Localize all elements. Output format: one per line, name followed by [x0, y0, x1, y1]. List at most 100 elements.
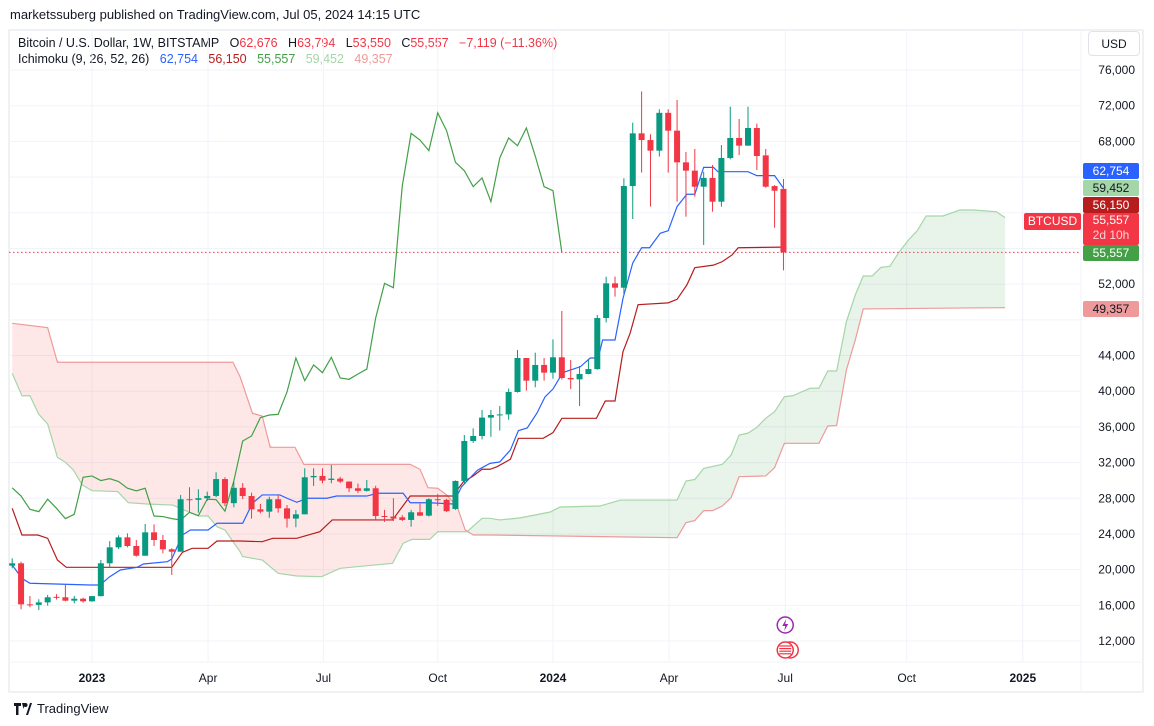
candle-body: [346, 481, 353, 489]
cloud-segment: [610, 501, 616, 537]
candle-body: [771, 186, 778, 191]
candle-body: [159, 540, 166, 550]
tradingview-logo-icon: [14, 702, 32, 715]
cloud-segment: [934, 215, 939, 309]
candle-body: [541, 364, 548, 373]
candle-body: [629, 133, 636, 186]
cloud-segment: [739, 434, 744, 477]
candle-body: [35, 602, 42, 605]
cloud-segment: [260, 415, 265, 563]
candle-body: [80, 598, 87, 602]
close-label: C: [401, 36, 411, 50]
cloud-segment: [318, 464, 323, 577]
cloud-segment: [552, 508, 558, 536]
candle-body: [177, 499, 184, 552]
cloud-segment: [136, 362, 141, 504]
cloud-segment: [677, 490, 682, 538]
last-price-label: 55,557 2d 10h: [1083, 213, 1139, 245]
x-tick-label: Apr: [660, 671, 679, 685]
cloud-segment: [654, 500, 660, 538]
cloud-segment: [87, 362, 92, 491]
cloud-segment: [229, 362, 234, 543]
y-tick-label: 20,000: [1098, 563, 1135, 577]
cloud-segment: [650, 500, 655, 538]
tenkan-value: 62,754: [159, 52, 198, 66]
cloud-segment: [535, 514, 540, 536]
cloud-segment: [801, 390, 806, 444]
cloud-segment: [145, 362, 150, 505]
cloud-segment: [521, 516, 527, 536]
cloud-segment: [787, 395, 793, 444]
us-flag-icon: [776, 641, 794, 659]
cloud-segment: [167, 362, 172, 505]
candle-body: [115, 537, 122, 548]
candle-body: [213, 479, 220, 496]
cloud-segment: [623, 500, 629, 537]
cloud-segment: [366, 464, 372, 566]
cloud-segment: [105, 362, 110, 492]
cloud-segment: [792, 394, 797, 444]
candle-body: [9, 563, 16, 566]
cloud-segment: [823, 371, 828, 435]
cloud-segment: [699, 468, 704, 516]
cloud-segment: [646, 500, 651, 538]
candle-body: [567, 377, 574, 380]
candle-body: [452, 480, 459, 509]
cloud-segment: [982, 210, 988, 308]
y-tick-label: 40,000: [1098, 384, 1135, 398]
candle-body: [97, 563, 104, 597]
cloud-segment: [189, 362, 194, 515]
cloud-segment: [154, 362, 159, 505]
tenkan-price-label: 62,754: [1083, 163, 1139, 179]
cloud-segment: [207, 362, 212, 521]
cloud-segment: [592, 506, 598, 537]
x-tick-label: 2024: [540, 671, 567, 685]
span-b-value: 49,357: [354, 52, 393, 66]
cloud-segment: [202, 362, 208, 517]
cloud-segment: [406, 464, 412, 542]
cloud-segment: [109, 362, 115, 492]
cloud-segment: [947, 212, 952, 309]
cloud-segment: [233, 364, 239, 550]
x-tick-label: Apr: [199, 671, 218, 685]
cloud-segment: [176, 362, 181, 509]
open-label: O: [229, 36, 240, 50]
cloud-segment: [83, 362, 88, 489]
cloud-segment: [437, 488, 443, 532]
cloud-segment: [925, 215, 930, 309]
cloud-segment: [730, 446, 735, 499]
axes: 2023 Apr Jul Oct 2024 Apr Jul Oct 2025 76,000 72,0…: [79, 63, 1136, 685]
candle-body: [204, 495, 211, 499]
cloud-segment: [566, 506, 571, 537]
cloud-segment: [575, 506, 580, 537]
cloud-segment: [632, 500, 638, 538]
cloud-segment: [668, 500, 673, 538]
footer-brand[interactable]: TradingView: [14, 701, 109, 716]
candle-body: [221, 479, 228, 504]
symbol-name[interactable]: Bitcoin / U.S. Dollar, 1W, BITSTAMP: [18, 36, 220, 50]
cloud-segment: [544, 512, 549, 536]
candle-body: [505, 391, 512, 415]
cloud-segment: [357, 464, 363, 567]
candle-body: [647, 140, 654, 151]
indicator-name[interactable]: Ichimoku (9, 26, 52, 26): [18, 52, 150, 66]
candle-body: [691, 170, 698, 187]
candle-body: [620, 185, 627, 288]
candle-body: [594, 318, 601, 370]
candle-body: [532, 364, 539, 381]
candle-body: [275, 499, 282, 509]
candle-body: [363, 488, 370, 491]
cloud-segment: [694, 473, 700, 521]
y-tick-label: 76,000: [1098, 63, 1135, 77]
cloud-segment: [251, 410, 256, 559]
span-b-price-label: 49,357: [1083, 301, 1139, 317]
cloud-segment: [340, 464, 345, 569]
cloud-segment: [273, 447, 279, 574]
lagging-span-line: [11, 111, 563, 521]
cloud-segment: [91, 362, 97, 491]
cloud-segment: [539, 513, 545, 536]
publisher-info: marketssuberg published on TradingView.c…: [10, 7, 421, 22]
grid: [8, 29, 1144, 693]
currency-button[interactable]: USD: [1088, 31, 1140, 56]
